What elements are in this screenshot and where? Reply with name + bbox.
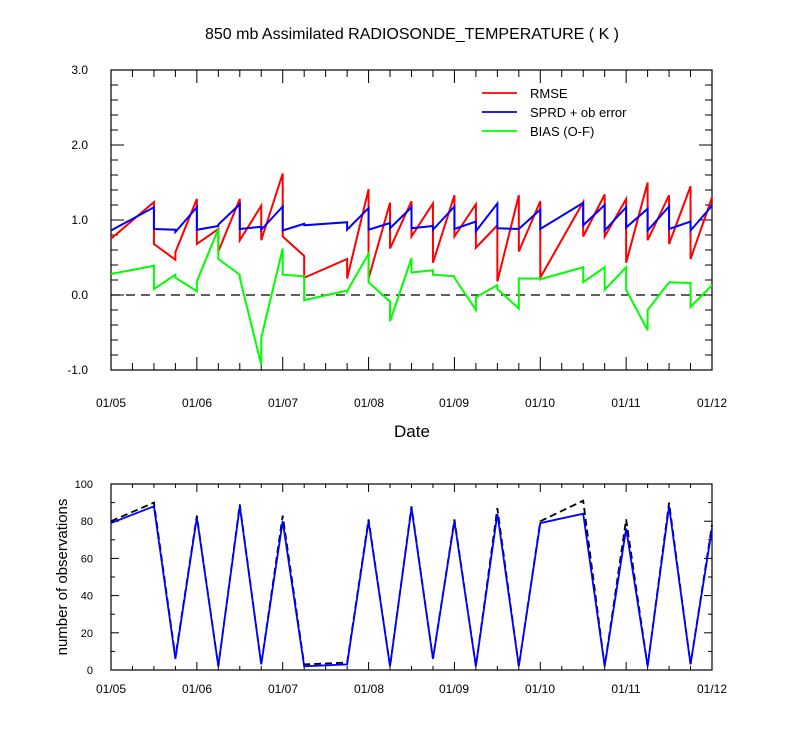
top-x-tick-label: 01/07 [268, 396, 298, 410]
legend-label-sprd: SPRD + ob error [530, 105, 627, 120]
top-x-tick-labels: 01/05 01/06 01/07 01/08 01/09 01/10 01/1… [96, 396, 727, 410]
top-series-bias-o-f [110, 228, 713, 365]
bottom-series-assimilated [110, 505, 713, 668]
bottom-y-tick-label: 20 [81, 628, 93, 640]
top-y-tick-label: 3.0 [71, 63, 88, 77]
legend-label-bias: BIAS (O-F) [530, 124, 594, 139]
bottom-axis-ticks [110, 483, 713, 671]
bottom-x-tick-label: 01/07 [268, 682, 298, 696]
bottom-x-tick-labels: 01/05 01/06 01/07 01/08 01/09 01/10 01/1… [96, 682, 727, 696]
bottom-series-possible [110, 499, 713, 667]
bottom-y-tick-labels: 0 20 40 60 80 100 [75, 479, 93, 677]
bottom-series-group [110, 499, 713, 668]
top-x-axis-label: Date [394, 422, 430, 441]
top-chart-title: 850 mb Assimilated RADIOSONDE_TEMPERATUR… [205, 26, 619, 43]
top-y-tick-label: -1.0 [67, 363, 88, 377]
top-x-tick-label: 01/11 [611, 396, 640, 410]
top-x-tick-label: 01/06 [182, 396, 212, 410]
top-x-tick-label: 01/08 [354, 396, 384, 410]
top-chart: 850 mb Assimilated RADIOSONDE_TEMPERATUR… [67, 26, 727, 441]
bottom-x-tick-label: 01/12 [697, 682, 727, 696]
bottom-x-tick-label: 01/11 [611, 682, 640, 696]
legend: RMSE SPRD + ob error BIAS (O-F) [482, 86, 627, 139]
bottom-y-tick-label: 40 [81, 591, 93, 603]
bottom-y-axis-label: number of observations [54, 499, 71, 656]
top-axis-ticks [110, 69, 713, 371]
bottom-x-tick-label: 01/10 [525, 682, 555, 696]
top-y-tick-label: 1.0 [71, 213, 88, 227]
top-x-tick-label: 01/12 [697, 396, 727, 410]
bottom-x-tick-label: 01/09 [439, 682, 469, 696]
top-series-rmse [110, 173, 713, 282]
bottom-chart: 0 20 40 60 80 100 01/05 01/06 01/07 01/0… [54, 479, 727, 696]
bottom-x-tick-label: 01/05 [96, 682, 126, 696]
top-x-tick-label: 01/05 [96, 396, 126, 410]
top-y-tick-labels: -1.0 0.0 1.0 2.0 3.0 [67, 63, 88, 377]
bottom-y-tick-label: 60 [81, 553, 93, 565]
top-series-sprd-ob-error [110, 200, 713, 235]
bottom-y-tick-label: 80 [81, 516, 93, 528]
bottom-y-tick-label: 100 [75, 479, 93, 491]
bottom-x-tick-label: 01/08 [354, 682, 384, 696]
top-series-group [110, 173, 713, 365]
bottom-x-tick-label: 01/06 [182, 682, 212, 696]
top-y-tick-label: 0.0 [71, 288, 88, 302]
top-y-tick-label: 2.0 [71, 138, 88, 152]
bottom-y-tick-label: 0 [87, 665, 93, 677]
legend-label-rmse: RMSE [530, 86, 568, 101]
top-x-tick-label: 01/10 [525, 396, 555, 410]
top-x-tick-label: 01/09 [439, 396, 469, 410]
